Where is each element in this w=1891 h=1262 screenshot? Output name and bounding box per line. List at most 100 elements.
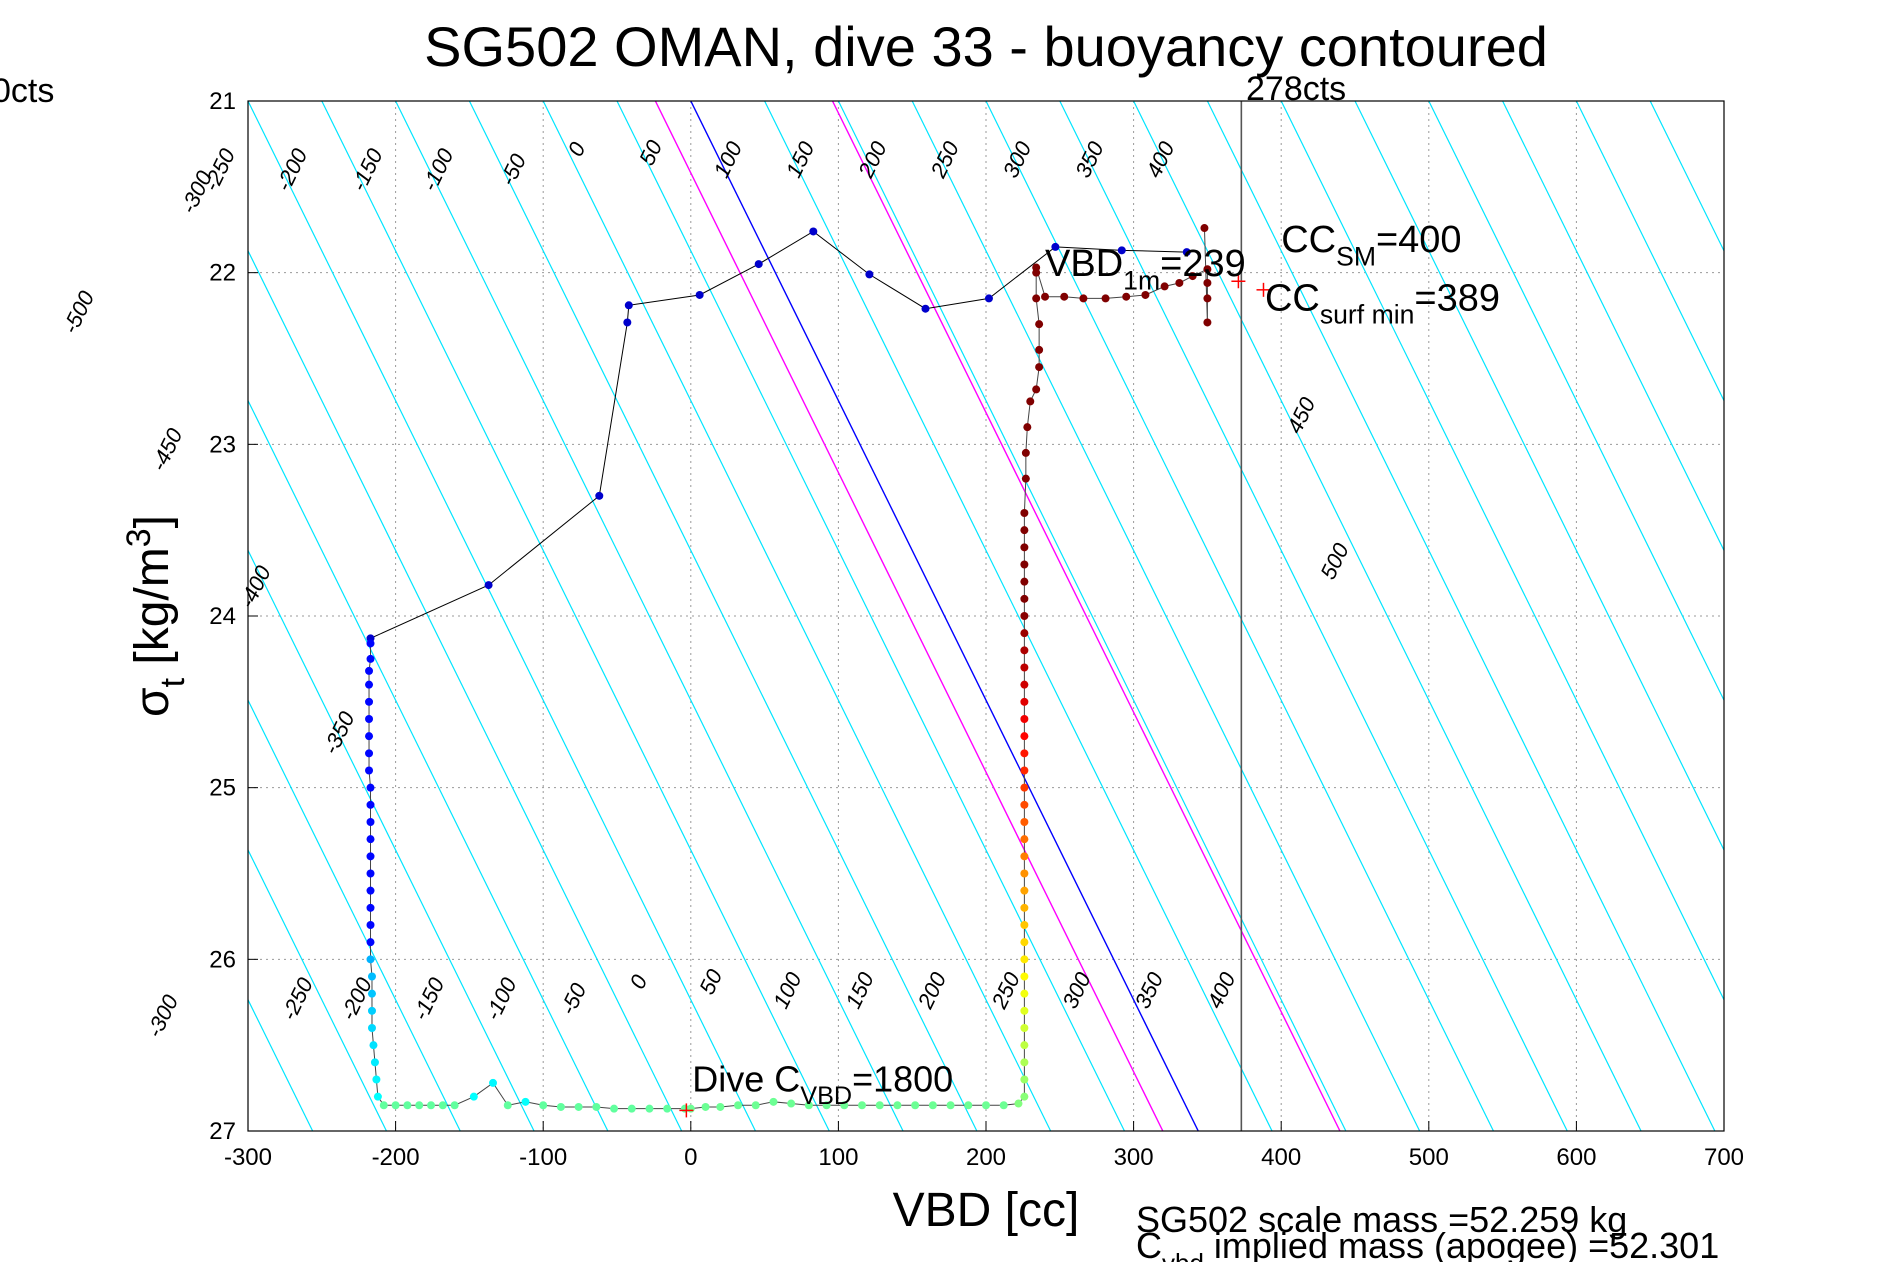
footer-scale-mass: SG502 scale mass =52.259 kg [1136, 1199, 1627, 1240]
contour-line [616, 101, 1125, 1131]
contour-label: 50 [694, 965, 728, 999]
cc-surf-min-label-sub: surf min [1320, 300, 1415, 330]
contour-line [764, 101, 1273, 1131]
climb-point [1021, 474, 1030, 483]
contour-label: -100 [480, 973, 522, 1024]
dive-cvbd-label-main: Dive C [692, 1059, 800, 1100]
dive-point [365, 715, 374, 723]
climb-point [769, 1097, 778, 1106]
dive-point [366, 852, 375, 861]
climb-point [1020, 938, 1029, 947]
climb-point [751, 1101, 760, 1110]
x-tick-label: 500 [1409, 1144, 1449, 1171]
climb-point [1032, 385, 1041, 394]
climb-point [1020, 972, 1029, 981]
climb-point [982, 1101, 990, 1110]
climb-point [1041, 292, 1050, 301]
contour-label: 200 [853, 137, 892, 183]
dive-point [367, 989, 376, 998]
x-tick-label: 700 [1704, 1144, 1744, 1171]
dive-point [367, 1024, 376, 1032]
vbd-1m-label: VBD1m=239 [1045, 243, 1246, 295]
contour-label: 350 [1070, 137, 1109, 182]
climb-point [1200, 224, 1209, 233]
vertical-line-label: 278cts [1246, 70, 1346, 108]
dive-point [370, 1058, 379, 1067]
contour-line [1133, 101, 1642, 1131]
dive-point [663, 1104, 672, 1113]
climb-point [1020, 509, 1029, 517]
climb-point [928, 1101, 937, 1110]
climb-point [1020, 989, 1029, 998]
contour-label: -150 [346, 144, 388, 195]
climb-point [1020, 1092, 1029, 1101]
contour-label: -100 [417, 144, 459, 195]
y-label-close: ] [126, 515, 179, 528]
chart-title: SG502 OMAN, dive 33 - buoyancy contoured [424, 15, 1548, 78]
climb-point [1020, 526, 1029, 535]
surface-point [1117, 246, 1126, 255]
dive-point [366, 921, 375, 929]
y-label-unit: [kg/m [126, 547, 179, 678]
contour-label: 250 [925, 137, 964, 183]
climb-point [1188, 272, 1197, 281]
y-tick-label: 23 [209, 431, 236, 458]
y-label-sup: 3 [120, 528, 158, 547]
dive-point [365, 766, 374, 775]
dive-point [372, 1075, 381, 1084]
surface-point [865, 270, 874, 279]
contour-label: -50 [555, 979, 592, 1019]
y-tick-label: 27 [209, 1118, 236, 1145]
climb-point [946, 1101, 955, 1110]
climb-point [1020, 749, 1029, 758]
climb-point [1060, 292, 1069, 301]
dive-point [415, 1101, 424, 1110]
climb-point [1020, 1058, 1029, 1067]
contour-line [0, 101, 239, 1131]
dive-point [366, 903, 375, 912]
climb-point [893, 1101, 902, 1110]
climb-point [701, 1102, 710, 1111]
climb-point [1020, 921, 1029, 929]
dive-point [645, 1104, 654, 1113]
climb-point [804, 1101, 813, 1110]
climb-point [911, 1101, 920, 1110]
vbd-1m-label-value: =239 [1160, 243, 1246, 285]
surface-point [1182, 248, 1191, 257]
dive-point [366, 955, 375, 964]
climb-point [1020, 955, 1029, 964]
contour-line [985, 101, 1494, 1131]
dive-point [469, 1092, 478, 1101]
dive-point [556, 1102, 565, 1111]
contour-line [248, 848, 387, 1131]
climb-point [1175, 278, 1184, 287]
dive-point [367, 1006, 376, 1015]
contour-label: 100 [768, 968, 807, 1013]
dive-point [574, 1102, 583, 1111]
footer-vbd-sub: vbd [1162, 1248, 1204, 1262]
contour-label: 500 [1315, 539, 1354, 584]
climb-point [1020, 903, 1029, 912]
contour-line [1354, 101, 1724, 852]
cc-sm-label-value: =400 [1376, 219, 1462, 261]
climb-point [1020, 783, 1029, 792]
vbd-1m-label-main: VBD [1045, 243, 1123, 285]
climb-point [1035, 345, 1044, 354]
dive-point [365, 749, 374, 758]
climb-point [1020, 577, 1029, 586]
y-tick-label: 21 [209, 88, 236, 115]
contour-label: 300 [998, 137, 1037, 182]
contour-label: -450 [146, 424, 188, 475]
surface-point [1051, 242, 1060, 251]
contour-line [1206, 101, 1716, 1131]
contour-line [468, 101, 978, 1131]
reference-lines [654, 101, 1341, 1131]
climb-point [1020, 646, 1029, 655]
climb-point [787, 1099, 796, 1108]
contour-label: -400 [234, 561, 276, 612]
contour-label: -200 [335, 973, 377, 1024]
dive-point [366, 818, 375, 826]
dive-point [610, 1104, 619, 1113]
climb-point [716, 1102, 725, 1111]
climb-point [1203, 265, 1212, 274]
